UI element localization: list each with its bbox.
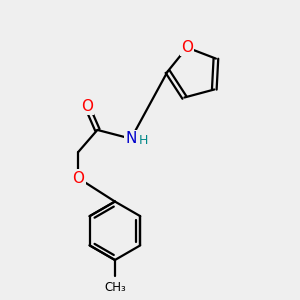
Text: O: O — [72, 171, 84, 186]
Text: N: N — [125, 131, 137, 146]
Text: H: H — [139, 134, 148, 147]
Text: O: O — [81, 99, 93, 114]
Text: O: O — [181, 40, 193, 55]
Text: CH₃: CH₃ — [104, 281, 126, 294]
